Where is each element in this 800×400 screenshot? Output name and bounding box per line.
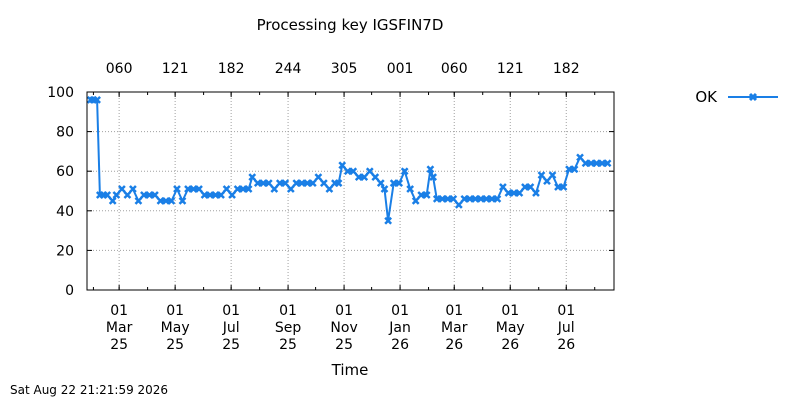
timestamp: Sat Aug 22 21:21:59 2026 xyxy=(10,383,168,397)
data-point xyxy=(548,171,557,180)
axis-ticks: 0 20 40 60 80 100 01 Mar 25 01 May 25 01 Jul 25 01 Sep 25… xyxy=(47,61,614,353)
data-point xyxy=(537,171,546,180)
chart-title: Processing key IGSFIN7D xyxy=(257,16,444,34)
y-tick-label: 0 xyxy=(65,283,74,299)
data-point xyxy=(129,185,137,193)
data-point xyxy=(454,200,463,209)
data-point xyxy=(286,185,295,193)
data-point xyxy=(319,179,328,187)
data-point xyxy=(526,183,535,191)
x-tick-label: 01 May 26 xyxy=(496,303,525,353)
data-point xyxy=(281,179,290,187)
data-point xyxy=(406,185,415,193)
data-point xyxy=(151,191,159,199)
data-point xyxy=(118,185,126,193)
y-tick-label: 20 xyxy=(56,243,74,259)
y-tick-label: 100 xyxy=(47,85,74,101)
x2-tick-label: 121 xyxy=(497,61,524,77)
data-point xyxy=(167,197,176,205)
data-point xyxy=(360,173,369,182)
x2-tick-label: 060 xyxy=(441,61,468,77)
data-point xyxy=(499,183,507,191)
data-point xyxy=(543,177,551,185)
data-point xyxy=(123,191,132,199)
data-point xyxy=(173,185,181,193)
legend: OK xyxy=(695,88,778,106)
data-point xyxy=(395,179,404,187)
data-point xyxy=(493,195,502,203)
data-point xyxy=(576,153,584,162)
data-point xyxy=(103,191,112,199)
data-point xyxy=(376,179,385,187)
data-point xyxy=(365,167,374,176)
data-point xyxy=(422,191,431,199)
data-point xyxy=(308,179,317,187)
data-point xyxy=(532,189,540,197)
data-point xyxy=(371,173,380,182)
data-point xyxy=(248,173,257,182)
x2-tick-label: 060 xyxy=(106,61,133,77)
data-point xyxy=(349,167,358,176)
data-point xyxy=(264,179,273,187)
data-point xyxy=(325,185,334,193)
data-point xyxy=(515,189,524,197)
x-tick-label: 01 Mar 26 xyxy=(441,303,468,353)
x2-tick-label: 305 xyxy=(331,61,358,77)
x-tick-label: 01 Jan 26 xyxy=(388,303,411,353)
data-point xyxy=(334,179,343,187)
data-point xyxy=(195,185,203,193)
data-point xyxy=(134,197,143,205)
grid xyxy=(87,92,614,290)
data-point xyxy=(270,185,279,193)
data-point xyxy=(603,159,612,168)
data-point xyxy=(449,195,458,203)
x-tick-label: 01 May 25 xyxy=(161,303,190,353)
data-point xyxy=(429,173,438,182)
plot-frame xyxy=(86,91,615,291)
x-tick-label: 01 Sep 25 xyxy=(275,303,302,353)
data-point xyxy=(217,191,225,199)
x-tick-label: 01 Mar 25 xyxy=(106,303,133,353)
data-point xyxy=(228,191,236,199)
data-point xyxy=(314,173,323,182)
legend-marker-ok xyxy=(748,92,758,102)
y-tick-label: 60 xyxy=(56,164,74,180)
data-point xyxy=(222,185,231,193)
data-point xyxy=(178,197,187,205)
x-axis-label: Time xyxy=(331,361,369,379)
data-point xyxy=(112,191,121,199)
data-point xyxy=(400,167,409,176)
data-point xyxy=(380,185,389,193)
data-point xyxy=(93,96,101,104)
legend-label-ok: OK xyxy=(695,88,718,106)
series-layer xyxy=(86,96,612,225)
data-point xyxy=(411,197,420,205)
data-point xyxy=(570,165,579,174)
x-tick-label: 01 Nov 25 xyxy=(330,303,357,353)
data-point xyxy=(244,185,253,193)
data-point xyxy=(338,161,347,170)
x2-tick-label: 244 xyxy=(275,61,302,77)
y-tick-label: 40 xyxy=(56,204,74,220)
data-point xyxy=(384,216,393,225)
data-point xyxy=(426,165,435,174)
data-point xyxy=(108,197,117,205)
x-tick-label: 01 Jul 26 xyxy=(557,303,575,353)
x-tick-label: 01 Jul 25 xyxy=(222,303,240,353)
data-point xyxy=(559,183,568,191)
y-tick-label: 80 xyxy=(56,125,74,141)
x2-tick-label: 182 xyxy=(218,61,245,77)
x2-tick-label: 001 xyxy=(387,61,414,77)
x2-tick-label: 121 xyxy=(162,61,189,77)
x2-tick-label: 182 xyxy=(553,61,580,77)
